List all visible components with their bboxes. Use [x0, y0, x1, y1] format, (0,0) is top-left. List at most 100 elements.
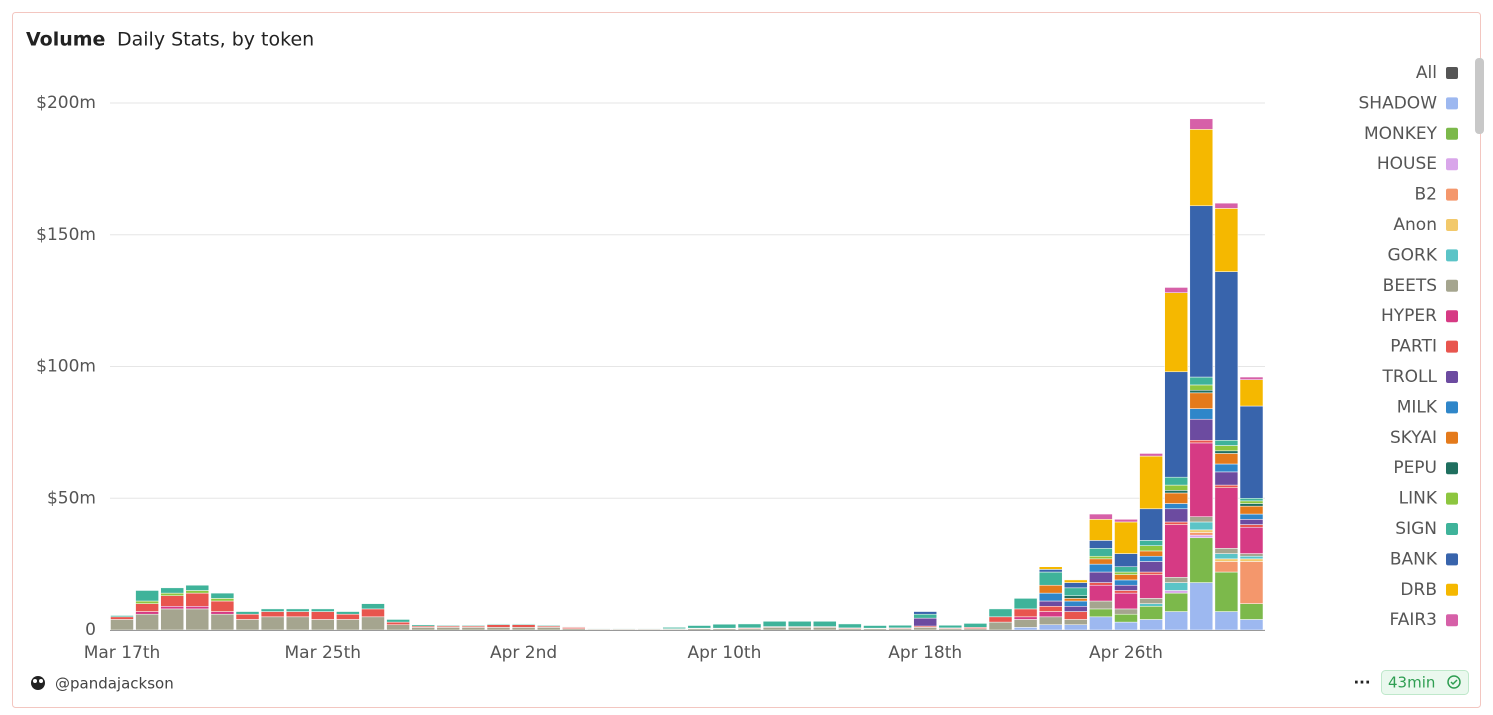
bar-segment — [160, 606, 184, 610]
bar-segment — [1189, 440, 1214, 444]
bar-segment — [386, 619, 410, 623]
bar-segment — [1164, 611, 1188, 631]
bar-segment — [536, 625, 561, 627]
bar-segment — [260, 608, 285, 612]
bar-segment — [1139, 540, 1163, 546]
title: Volume — [26, 29, 105, 51]
bar-segment — [1013, 616, 1038, 620]
refresh-badge[interactable] — [1381, 670, 1469, 695]
bar-segment — [1038, 616, 1063, 625]
bar-segment — [311, 611, 335, 620]
bar-segment — [135, 613, 159, 631]
legend-label[interactable]: SKYAI — [1390, 428, 1437, 448]
bar-segment — [1189, 389, 1214, 394]
bar-segment — [888, 625, 912, 629]
bar-segment — [1038, 592, 1063, 602]
bar-segment — [1239, 553, 1264, 557]
bar-segment — [1114, 519, 1138, 523]
legend-swatch — [1446, 310, 1458, 323]
bar-segment — [1214, 561, 1239, 573]
legend-label[interactable]: HOUSE — [1377, 154, 1437, 174]
bar-segment — [1139, 508, 1163, 541]
check-icon — [1447, 675, 1461, 689]
legend-swatch — [1446, 583, 1458, 596]
legend-label[interactable]: MONKEY — [1364, 124, 1438, 144]
bar-segment — [1189, 534, 1214, 539]
legend-label[interactable]: SIGN — [1395, 519, 1437, 539]
y-tick-label: $100m — [36, 357, 96, 377]
bar-segment — [1189, 532, 1214, 536]
bar-segment — [1214, 453, 1239, 465]
legend-label[interactable]: PARTI — [1390, 337, 1437, 357]
bar-segment — [511, 624, 536, 628]
legend-swatch — [1446, 523, 1458, 535]
legend-label[interactable]: DRB — [1400, 580, 1437, 600]
legend-swatch — [1446, 279, 1458, 292]
bar-segment — [210, 611, 235, 615]
bar-segment — [436, 625, 461, 627]
bar-segment — [762, 627, 787, 631]
bar-segment — [235, 611, 260, 615]
subtitle: Daily Stats, by token — [117, 29, 314, 51]
bar-segment — [160, 592, 184, 596]
bar-segment — [988, 608, 1013, 618]
legend-label[interactable]: HYPER — [1381, 306, 1437, 326]
bar-segment — [1214, 208, 1239, 272]
legend-label[interactable]: MILK — [1397, 397, 1438, 417]
bar-segment — [1239, 379, 1264, 407]
scrollbar[interactable] — [1475, 58, 1484, 134]
bar-segment — [1089, 558, 1113, 565]
bar-segment — [1214, 202, 1239, 209]
bar-segment — [1089, 571, 1113, 583]
bar-segment — [1139, 619, 1163, 631]
legend-label[interactable]: FAIR3 — [1390, 610, 1438, 630]
bar-segment — [1114, 521, 1138, 554]
bar-segment — [436, 627, 461, 631]
legend-label[interactable]: LINK — [1399, 489, 1438, 509]
bar-segment — [1239, 500, 1264, 504]
bar-segment — [813, 621, 837, 627]
bar-segment — [160, 595, 184, 607]
bar-segment — [185, 606, 210, 610]
bar-segment — [1239, 505, 1264, 515]
bar-segment — [1189, 537, 1214, 583]
bar-segment — [1189, 384, 1214, 391]
legend-swatch — [1446, 219, 1458, 231]
bar-segment — [336, 613, 360, 620]
refresh-time: 43min — [1388, 674, 1435, 692]
bar-segment — [1214, 271, 1239, 441]
bar-segment — [1164, 582, 1188, 591]
bar-segment — [1139, 574, 1163, 599]
bar-segment — [1038, 584, 1063, 594]
menu[interactable]: ··· — [1353, 674, 1370, 692]
legend-label[interactable]: GORK — [1387, 245, 1437, 265]
bar-segment — [160, 608, 184, 631]
y-tick-label: $150m — [36, 225, 96, 245]
bar-segment — [1038, 624, 1063, 631]
bar-segment — [1013, 619, 1038, 628]
bar-segment — [285, 608, 310, 612]
bar-segment — [1089, 608, 1113, 618]
bar-segment — [1239, 561, 1264, 604]
legend-label[interactable]: BEETS — [1383, 276, 1437, 296]
legend-label[interactable]: PEPU — [1393, 458, 1437, 478]
legend-label[interactable]: TROLL — [1381, 367, 1437, 387]
bar-segment — [1013, 627, 1038, 631]
bar-segment — [1164, 503, 1188, 510]
bar-segment — [1064, 598, 1088, 602]
legend-all-label[interactable]: All — [1416, 63, 1437, 83]
legend-label[interactable]: BANK — [1390, 549, 1438, 569]
bar-segment — [1214, 471, 1239, 486]
bar-segment — [1064, 600, 1088, 607]
legend-label[interactable]: SHADOW — [1359, 93, 1438, 113]
bar-segment — [336, 619, 360, 631]
bar-segment — [1189, 118, 1214, 130]
bar-segment — [1114, 590, 1138, 594]
bar-segment — [737, 623, 762, 629]
legend-label[interactable]: B2 — [1415, 185, 1437, 205]
bar-segment — [110, 615, 134, 618]
bar-segment — [1114, 571, 1138, 575]
legend-label[interactable]: Anon — [1393, 215, 1437, 235]
legend-swatch — [1446, 158, 1458, 171]
